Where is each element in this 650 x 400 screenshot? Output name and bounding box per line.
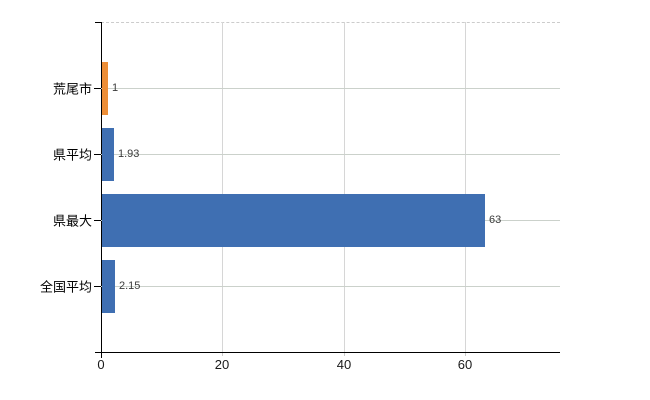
x-axis-line bbox=[95, 352, 560, 353]
y-axis-tick bbox=[94, 88, 101, 89]
x-gridline bbox=[344, 22, 345, 352]
x-axis-minor-tick bbox=[344, 353, 345, 356]
bar-2 bbox=[102, 194, 485, 247]
y-axis-tick bbox=[94, 220, 101, 221]
y-axis-line bbox=[101, 22, 102, 353]
bar-3 bbox=[102, 260, 115, 313]
category-label-1: 県平均 bbox=[52, 147, 92, 163]
y-axis-tick bbox=[94, 286, 101, 287]
bar-value-label: 2.15 bbox=[119, 280, 141, 292]
category-gridline bbox=[101, 154, 560, 155]
x-gridline bbox=[222, 22, 223, 352]
bar-1 bbox=[102, 128, 114, 181]
bar-value-label: 1 bbox=[112, 82, 119, 94]
x-gridline bbox=[465, 22, 466, 352]
y-axis-top-tick bbox=[95, 22, 101, 23]
category-label-2: 県最大 bbox=[52, 213, 92, 229]
bar-0 bbox=[102, 62, 108, 115]
category-label-0: 荒尾市 bbox=[52, 81, 92, 97]
x-tick-label: 40 bbox=[336, 357, 352, 372]
x-axis-minor-tick bbox=[222, 353, 223, 356]
category-gridline bbox=[101, 88, 560, 89]
category-label-3: 全国平均 bbox=[39, 279, 92, 295]
plot-area bbox=[101, 22, 560, 352]
x-axis-minor-tick bbox=[465, 353, 466, 356]
x-tick-label: 20 bbox=[214, 357, 230, 372]
x-tick-label: 60 bbox=[457, 357, 473, 372]
x-axis-zero-tick bbox=[101, 352, 102, 358]
x-tick-label: 0 bbox=[97, 357, 105, 372]
category-gridline bbox=[101, 286, 560, 287]
bar-value-label: 63 bbox=[489, 214, 502, 226]
bar-value-label: 1.93 bbox=[118, 148, 140, 160]
y-axis-tick bbox=[94, 154, 101, 155]
